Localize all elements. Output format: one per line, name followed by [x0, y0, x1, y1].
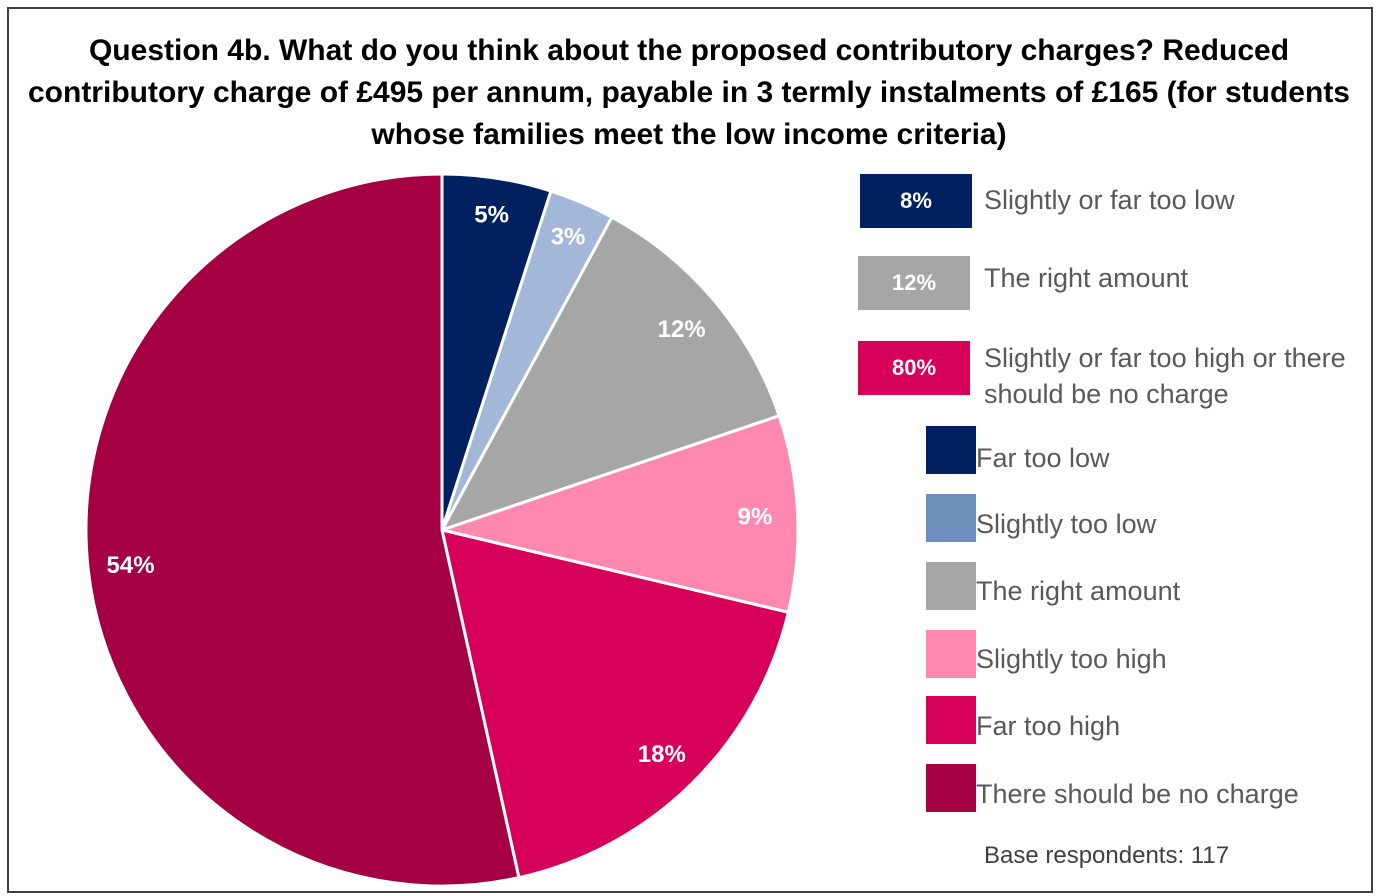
summary-value-low: 8%	[900, 188, 932, 213]
legend-label-slightly-too-high: Slightly too high	[976, 644, 1167, 674]
pie-slice-far-too-high	[440, 527, 791, 880]
data-label-there-should-be-no-charge: 54%	[107, 552, 155, 579]
legend-swatch-far-too-high	[926, 696, 976, 744]
data-label-far-too-high: 18%	[638, 741, 686, 768]
legend-swatch-far-too-low	[926, 426, 976, 474]
legend-swatch-right-amount	[926, 562, 976, 610]
data-label-far-too-low: 5%	[474, 201, 509, 228]
legend-label-no-charge: There should be no charge	[976, 779, 1299, 809]
data-label-the-right-amount: 12%	[658, 316, 706, 343]
legend-swatch-slightly-too-low	[926, 494, 976, 542]
summary-label-low: Slightly or far too low	[984, 185, 1235, 215]
pie-slice-there-should-be-no-charge	[84, 172, 521, 888]
summary-value-right: 12%	[891, 270, 937, 295]
data-label-slightly-too-high: 9%	[738, 503, 773, 530]
chart-title: Question 4b. What do you think about the…	[27, 34, 1350, 151]
pie-slice-slightly-too-high	[436, 413, 800, 615]
legend-label-far-too-low: Far too low	[976, 443, 1110, 473]
summary-box-low: 8%	[860, 174, 972, 228]
base-respondents-note: Base respondents: 117	[984, 842, 1230, 869]
legend-label-right-amount: The right amount	[976, 576, 1181, 606]
legend-label-slightly-too-low: Slightly too low	[976, 509, 1157, 539]
summary-box-right: 12%	[858, 256, 970, 310]
summary-value-high: 80%	[891, 355, 937, 380]
summary-label-right: The right amount	[984, 263, 1189, 293]
legend-label-far-too-high: Far too high	[976, 711, 1121, 741]
summary-label-high: Slightly or far too high or there should…	[984, 343, 1346, 409]
legend-swatch-no-charge	[926, 764, 976, 812]
data-label-slightly-too-low: 3%	[551, 223, 586, 250]
legend-swatch-slightly-too-high	[926, 630, 976, 678]
summary-box-high: 80%	[858, 341, 970, 395]
pie-slice-the-right-amount	[438, 215, 782, 533]
